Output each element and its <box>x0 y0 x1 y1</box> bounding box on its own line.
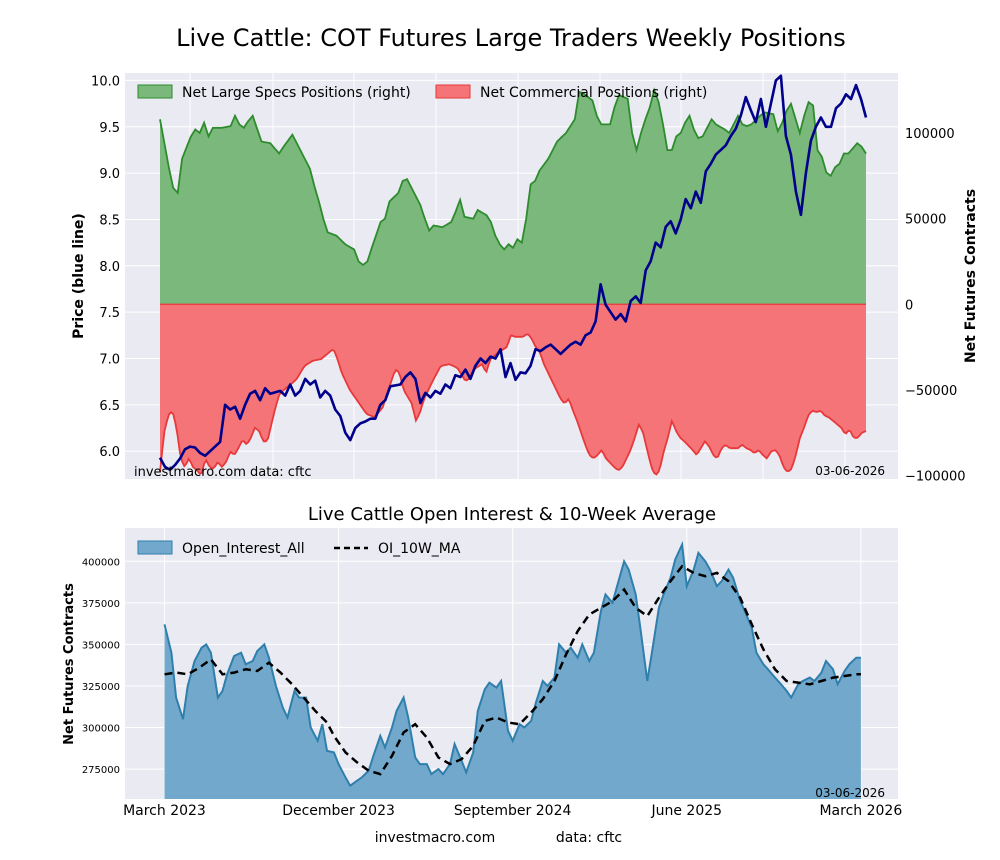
bottom-x-tick-label: June 2025 <box>650 803 722 819</box>
bottom-date-label: 03-06-2026 <box>815 786 885 800</box>
top-date-label: 03-06-2026 <box>815 464 885 478</box>
top-left-axis-label: Price (blue line) <box>71 213 87 339</box>
moving-average-series <box>164 564 861 776</box>
bottom-y-tick-label: 275000 <box>82 765 120 776</box>
top-right-tick-label: 50000 <box>905 213 946 228</box>
bottom-x-axis-ticks: March 2023 December 2023 September 2024 Jun… <box>123 803 902 819</box>
bottom-x-tick-label: March 2023 <box>123 803 206 819</box>
bottom-y-tick-label: 300000 <box>82 724 120 735</box>
top-left-tick-label: 8.5 <box>99 213 120 228</box>
top-left-tick-label: 7.5 <box>99 306 120 321</box>
top-right-axis-ticks: 100000 50000 0 −50000 −100000 <box>905 127 966 485</box>
top-left-tick-label: 7.0 <box>99 352 120 367</box>
top-right-tick-label: 100000 <box>905 127 955 142</box>
commercial-line <box>159 333 867 476</box>
legend-oi-swatch <box>137 540 173 555</box>
top-left-tick-label: 6.5 <box>99 399 120 414</box>
bottom-y-tick-label: 375000 <box>82 599 120 610</box>
top-right-tick-label: −50000 <box>905 384 957 399</box>
footer-site: investmacro.com <box>375 830 495 846</box>
legend-commercial-label: Net Commercial Positions (right) <box>480 85 707 101</box>
legend-commercial-swatch <box>435 84 471 99</box>
footer-data: data: cftc <box>556 830 622 846</box>
bottom-y-axis-ticks: 400000 375000 350000 325000 300000 275000 <box>82 557 120 776</box>
bottom-y-axis-label: Net Futures Contracts <box>62 583 77 745</box>
top-watermark: investmacro.com data: cftc <box>134 465 312 480</box>
open-interest-area <box>164 544 861 799</box>
bottom-y-tick-label: 400000 <box>82 557 120 568</box>
price-line <box>158 74 868 471</box>
bottom-chart-title: Live Cattle Open Interest & 10-Week Aver… <box>308 504 716 525</box>
bottom-x-tick-label: March 2026 <box>819 803 902 819</box>
commercial-area <box>160 304 866 475</box>
bottom-legend: Open_Interest_All OI_10W_MA <box>137 540 461 557</box>
legend-specs-label: Net Large Specs Positions (right) <box>182 85 411 101</box>
top-left-tick-label: 10.0 <box>91 74 120 89</box>
top-area-series <box>159 87 867 476</box>
legend-oi-label: Open_Interest_All <box>182 541 305 557</box>
top-left-tick-label: 9.0 <box>99 167 120 182</box>
top-left-tick-label: 9.5 <box>99 121 120 136</box>
top-left-tick-label: 8.0 <box>99 260 120 275</box>
specs-area <box>160 90 866 305</box>
bottom-x-tick-label: December 2023 <box>282 803 395 819</box>
figure-title: Live Cattle: COT Futures Large Traders W… <box>176 24 846 52</box>
top-right-axis-label: Net Futures Contracts <box>963 189 979 363</box>
bottom-y-tick-label: 325000 <box>82 682 120 693</box>
price-line-series <box>158 74 868 471</box>
moving-average-line <box>164 564 861 776</box>
top-legend: Net Large Specs Positions (right) Net Co… <box>137 84 707 101</box>
top-right-tick-label: 0 <box>905 298 913 313</box>
legend-ma-label: OI_10W_MA <box>378 541 461 557</box>
top-left-axis-ticks: 10.0 9.5 9.0 8.5 8.0 7.5 7.0 6.5 6.0 <box>91 74 120 460</box>
bottom-y-tick-label: 350000 <box>82 640 120 651</box>
legend-specs-swatch <box>137 84 173 99</box>
top-left-tick-label: 6.0 <box>99 445 120 460</box>
specs-line <box>159 87 867 267</box>
bottom-x-tick-label: September 2024 <box>454 803 572 819</box>
top-right-tick-label: −100000 <box>905 470 966 485</box>
